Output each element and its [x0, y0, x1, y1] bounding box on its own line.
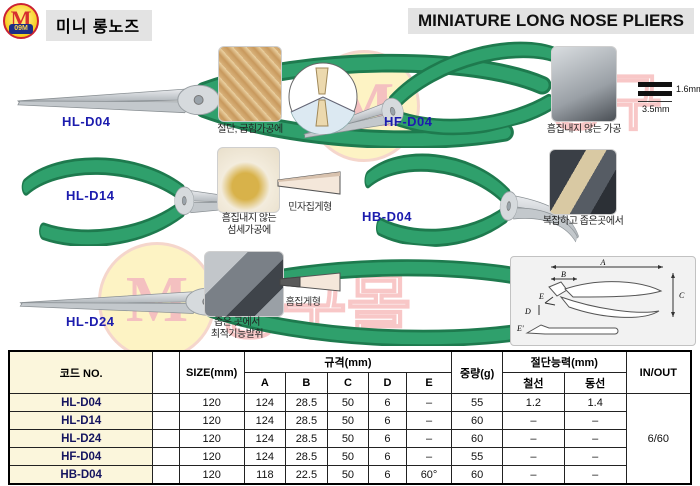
col-header-cutting: 절단능력(mm): [501, 350, 627, 373]
table-row: HF-D04 120 124 28.5 50 6 – 55 – –: [8, 447, 691, 466]
table-row: HL-D24 120 124 28.5 50 6 – 60 – –: [8, 429, 691, 448]
svg-text:B: B: [561, 270, 566, 279]
table-row: HB-D04 120 118 22.5 50 6 60° 60 – –: [8, 465, 691, 485]
inset-caption: 흠집내지 않는 가공: [546, 124, 622, 135]
inset-caption: 복잡하고 좁은곳에서: [542, 216, 624, 227]
col-header-b: B: [285, 372, 328, 394]
svg-text:D: D: [524, 307, 531, 316]
jaw-cross-section-diagram: [288, 62, 358, 134]
inset-photo-jewelry: [217, 147, 280, 213]
wire-bar-top: [638, 82, 672, 87]
thickness-dimension: 1.6mm: [676, 84, 700, 94]
inset-caption: 절단, 굽힘가공에: [217, 124, 283, 135]
col-header-code: 코드 NO.: [8, 350, 154, 394]
page-title-english: MINIATURE LONG NOSE PLIERS: [408, 8, 694, 34]
col-header-copper: 동선: [563, 372, 627, 394]
svg-text:E: E: [538, 292, 544, 301]
cell-code: HF-D04: [8, 447, 154, 466]
inset-caption: 흠집내지 않는 섬세가공에: [221, 213, 277, 236]
dimension-diagram: A B C D E E': [516, 258, 685, 335]
col-header-inout: IN/OUT: [625, 350, 692, 394]
grooved-jaw-diagram: [279, 272, 341, 292]
cell-code: HL-D14: [8, 411, 154, 430]
cell-code: HB-D04: [8, 465, 154, 485]
svg-text:E': E': [516, 324, 524, 333]
wire-bar-bottom: [638, 91, 672, 96]
col-header-a: A: [243, 372, 287, 394]
inset-photo-cutting: [218, 46, 282, 122]
product-code-label: HB-D04: [362, 209, 412, 224]
cell-code: HL-D04: [8, 393, 154, 412]
brand-logo-icon: M 09M: [3, 3, 39, 39]
col-header-steel: 철선: [501, 372, 565, 394]
svg-text:C: C: [679, 291, 685, 300]
table-header-row: 코드 NO. SIZE(mm) 규격(mm) 중량(g) 절단능력(mm) IN…: [8, 350, 692, 394]
flat-jaw-diagram: [277, 171, 341, 195]
svg-text:A: A: [600, 258, 606, 267]
width-dimension-line: [638, 101, 672, 102]
width-dimension: 3.5mm: [642, 104, 670, 114]
col-header-spec: 규격(mm): [243, 350, 453, 373]
col-header-photo: [152, 350, 180, 394]
cell-inout: 6/60: [625, 393, 692, 485]
product-code-label: HL-D14: [66, 188, 115, 203]
inset-photo-circuit: [549, 149, 617, 215]
inset-caption: 좁은 곳에서 최적기능발휘: [210, 317, 264, 340]
col-header-d: D: [368, 372, 407, 394]
col-header-size: SIZE(mm): [178, 350, 245, 394]
spec-table: 코드 NO. SIZE(mm) 규격(mm) 중량(g) 절단능력(mm) IN…: [8, 350, 692, 485]
product-code-label: HL-D24: [66, 314, 115, 329]
product-code-label: HF-D04: [384, 114, 433, 129]
table-subheader-row: A B C D E 철선 동선: [9, 372, 691, 394]
dimension-diagram-box: A B C D E E': [510, 256, 696, 346]
product-code-label: HL-D04: [62, 114, 111, 129]
inset-photo-machinery: [204, 251, 284, 317]
col-header-c: C: [326, 372, 370, 394]
cell-code: HL-D24: [8, 429, 154, 448]
jaw-type-label: 민자집게형: [288, 202, 332, 213]
jaw-type-label: 홈집게형: [285, 297, 321, 308]
col-header-e: E: [405, 372, 453, 394]
page-title-korean: 미니 롱노즈: [46, 10, 153, 41]
brand-logo-badge: 09M: [9, 24, 33, 34]
col-header-weight: 중량(g): [451, 350, 503, 394]
table-row: HL-D14 120 124 28.5 50 6 – 60 – –: [8, 411, 691, 430]
inset-photo-rail: [551, 46, 617, 122]
table-row: HL-D04 120 124 28.5 50 6 – 55 1.2 1.4 6/…: [8, 393, 692, 485]
